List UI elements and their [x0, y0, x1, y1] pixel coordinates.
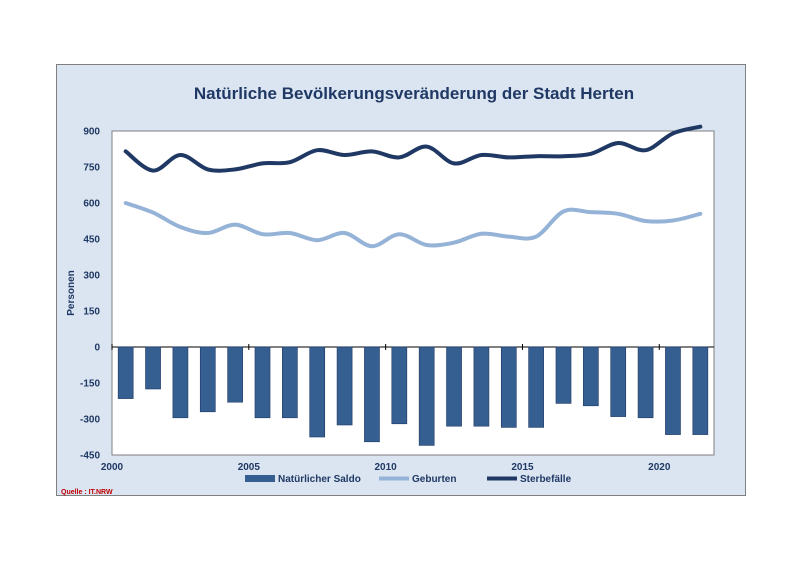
bar-saldo [227, 346, 243, 403]
legend-swatch-natuerlicher-saldo [245, 475, 275, 482]
bar-saldo [418, 346, 435, 446]
y-tick-label: 300 [83, 271, 100, 282]
x-tick-label: 2010 [375, 462, 398, 473]
bar-saldo [500, 346, 517, 428]
bar-saldo [145, 346, 161, 390]
bar-saldo [692, 346, 709, 435]
y-tick-label: 150 [83, 307, 100, 318]
y-tick-label: -450 [80, 451, 100, 462]
y-axis-label: Personen [66, 270, 77, 316]
y-axis-ticks: 900 750 600 450 300 150 0 -150 -300 -450 [80, 127, 100, 462]
bar-saldo [199, 346, 216, 413]
bar-saldo [282, 346, 298, 419]
x-tick-label: 2020 [648, 462, 671, 473]
y-tick-label: 600 [83, 199, 100, 210]
y-tick-label: 900 [83, 127, 100, 138]
y-tick-label: -150 [80, 379, 100, 390]
x-tick-label: 2015 [511, 462, 534, 473]
source-note: Quelle : IT.NRW [61, 489, 113, 496]
y-tick-label: 0 [94, 343, 100, 354]
bar-saldo [555, 346, 572, 404]
bar-saldo [583, 346, 599, 407]
chart: Natürliche Bevölkerungsveränderung der S… [61, 84, 715, 496]
y-tick-label: 750 [83, 163, 100, 174]
legend-label-natuerlicher-saldo: Natürlicher Saldo [278, 474, 361, 485]
bar-saldo [309, 346, 326, 438]
bar-saldo [610, 346, 627, 417]
bar-saldo [254, 346, 271, 419]
y-tick-label: 450 [83, 235, 100, 246]
saldo-bars [117, 346, 709, 446]
chart-title: Natürliche Bevölkerungsveränderung der S… [194, 84, 634, 103]
bar-saldo [446, 346, 462, 427]
bar-saldo [391, 346, 408, 425]
bar-saldo [336, 346, 353, 426]
series-line-geburten [123, 201, 703, 249]
bar-saldo [364, 346, 380, 443]
x-tick-label: 2005 [238, 462, 261, 473]
bar-saldo [172, 346, 189, 419]
bar-saldo [637, 346, 654, 419]
bar-saldo [665, 346, 681, 435]
x-tick-label: 2000 [101, 462, 124, 473]
series-line-sterbefaelle [123, 124, 703, 173]
bar-saldo [117, 346, 134, 399]
bar-saldo [473, 346, 490, 427]
bar-saldo [528, 346, 544, 428]
legend-label-geburten: Geburten [412, 474, 456, 485]
legend-label-sterbefaelle: Sterbefälle [520, 474, 572, 485]
legend: Natürlicher Saldo Geburten Sterbefälle [245, 474, 572, 485]
y-tick-label: -300 [80, 415, 100, 426]
chart-frame: Natürliche Bevölkerungsveränderung der S… [56, 64, 746, 496]
